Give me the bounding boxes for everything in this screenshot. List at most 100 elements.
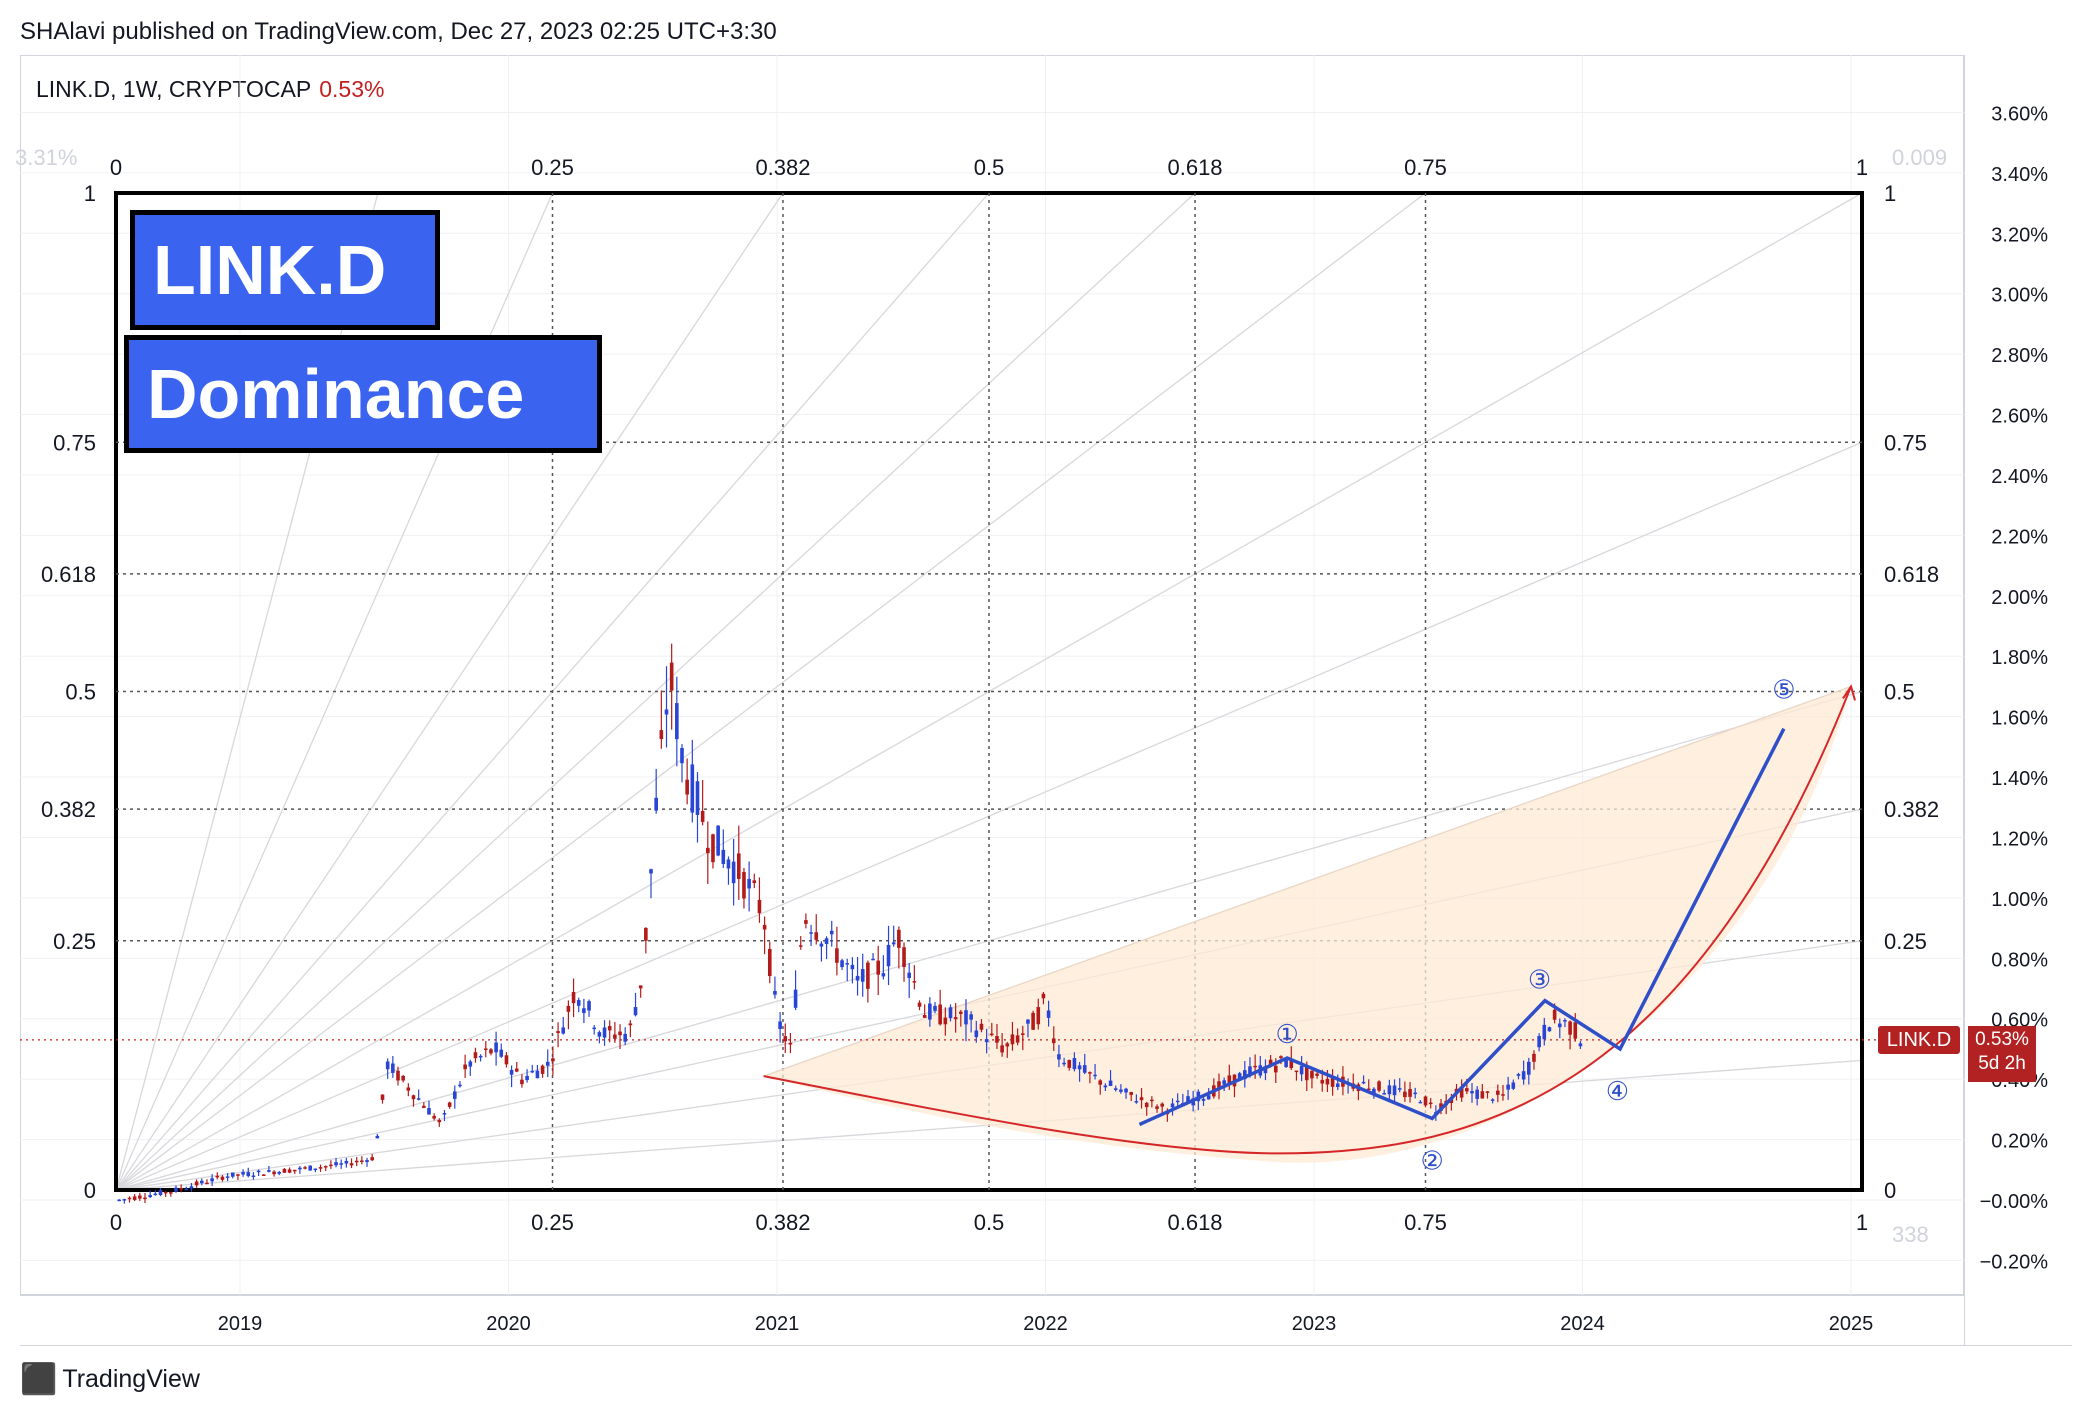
candle-body — [752, 880, 757, 884]
candle-body — [458, 1084, 462, 1087]
candle-body — [561, 1027, 566, 1034]
symbol-info: LINK.D, 1W, CRYPTOCAP — [36, 76, 312, 102]
candle-body — [1511, 1082, 1516, 1089]
candle-body — [514, 1068, 519, 1072]
price-tick-label: 0.80% — [1991, 949, 2048, 971]
candle-body — [638, 985, 643, 989]
candle-body — [194, 1181, 199, 1186]
candle-body — [251, 1175, 256, 1178]
candle-body — [1578, 1043, 1583, 1047]
candle-body — [1134, 1101, 1139, 1103]
fib-time-label-top: 0.618 — [1167, 155, 1222, 180]
candle-body — [1470, 1090, 1474, 1094]
candle-body — [1124, 1088, 1128, 1093]
candle-body — [1516, 1074, 1521, 1076]
wave-label: ③ — [1528, 964, 1551, 994]
candle-body — [1057, 1054, 1061, 1060]
candle-body — [685, 779, 689, 795]
candle-body — [762, 924, 767, 930]
candle-body — [117, 1199, 121, 1202]
title-label: LINK.D — [153, 231, 387, 309]
candle-body — [1227, 1075, 1232, 1084]
candle-body — [1485, 1091, 1490, 1093]
price-tick-label: 1.40% — [1991, 768, 2048, 790]
candle-body — [860, 969, 865, 982]
fib-price-label-left: 0.75 — [53, 430, 96, 455]
candle-body — [267, 1170, 271, 1172]
candle-body — [613, 1034, 617, 1039]
candle-body — [1521, 1071, 1526, 1080]
candle-body — [277, 1171, 282, 1174]
candle-body — [1046, 1010, 1051, 1018]
wave-label: ① — [1275, 1019, 1298, 1049]
candle-body — [453, 1091, 457, 1099]
candle-body — [1547, 1027, 1552, 1032]
candle-body — [1000, 1045, 1004, 1053]
candle-body — [463, 1064, 467, 1070]
candle-body — [767, 948, 772, 977]
candle-body — [344, 1160, 349, 1164]
candle-body — [566, 1005, 571, 1012]
candle-body — [1077, 1065, 1082, 1070]
candle-body — [964, 1010, 968, 1025]
price-tick-label: −0.00% — [1980, 1191, 2049, 1213]
candle-body — [220, 1176, 225, 1180]
candle-body — [747, 878, 751, 889]
fib-time-label-top: 1 — [1856, 155, 1868, 180]
candle-body — [225, 1176, 230, 1178]
candle-body — [917, 1002, 922, 1007]
price-tick-label: 2.20% — [1991, 526, 2048, 548]
candle-body — [1217, 1081, 1221, 1090]
candle-body — [1325, 1078, 1330, 1085]
candle-body — [189, 1186, 194, 1189]
candle-body — [576, 1000, 581, 1006]
candle-body — [349, 1163, 354, 1166]
candle-body — [995, 1036, 999, 1043]
candle-body — [726, 859, 731, 869]
wave-label: ② — [1420, 1146, 1443, 1176]
candle-body — [318, 1167, 323, 1169]
candle-body — [1366, 1088, 1371, 1091]
candle-body — [391, 1063, 395, 1073]
candle-body — [891, 942, 896, 945]
candle-body — [158, 1190, 163, 1196]
wave-label: ④ — [1606, 1076, 1629, 1106]
candle-body — [669, 662, 674, 691]
candle-body — [623, 1033, 627, 1042]
candle-body — [1377, 1081, 1381, 1091]
candle-body — [143, 1197, 147, 1200]
candle-body — [835, 948, 839, 963]
candle-body — [1243, 1070, 1247, 1080]
candle-body — [473, 1052, 478, 1059]
candle-body — [1155, 1106, 1159, 1109]
candle-body — [659, 730, 664, 740]
candle-body — [483, 1048, 488, 1050]
tradingview-brand: TradingView — [62, 1365, 200, 1393]
candle-body — [525, 1075, 529, 1081]
candle-body — [287, 1169, 292, 1173]
fib-price-label-left: 1 — [84, 181, 96, 206]
fib-time-label-top: 0.25 — [531, 155, 574, 180]
candle-body — [1119, 1089, 1123, 1092]
candle-body — [1036, 1007, 1041, 1025]
candle-body — [1408, 1089, 1412, 1097]
fib-price-label-right: 1 — [1884, 181, 1896, 206]
candle-body — [1361, 1081, 1366, 1084]
candle-body — [1113, 1088, 1118, 1090]
tradingview-logo[interactable]: ⬛ TradingView — [20, 1362, 200, 1397]
candle-body — [416, 1098, 421, 1100]
corner-label-top-left: 3.31% — [15, 145, 77, 170]
candle-body — [876, 960, 881, 975]
candle-body — [1496, 1090, 1500, 1095]
candle-body — [814, 932, 819, 940]
candle-body — [1098, 1080, 1103, 1085]
fib-price-label-left: 0.382 — [41, 797, 96, 822]
symbol-legend[interactable]: LINK.D, 1W, CRYPTOCAP 0.53% — [36, 76, 384, 103]
time-tick-label: 2020 — [486, 1313, 531, 1335]
chart-frame — [20, 55, 1964, 1295]
candle-body — [272, 1171, 276, 1175]
price-tick-label: 2.40% — [1991, 466, 2048, 488]
candle-body — [1392, 1085, 1397, 1096]
candle-body — [179, 1187, 183, 1190]
